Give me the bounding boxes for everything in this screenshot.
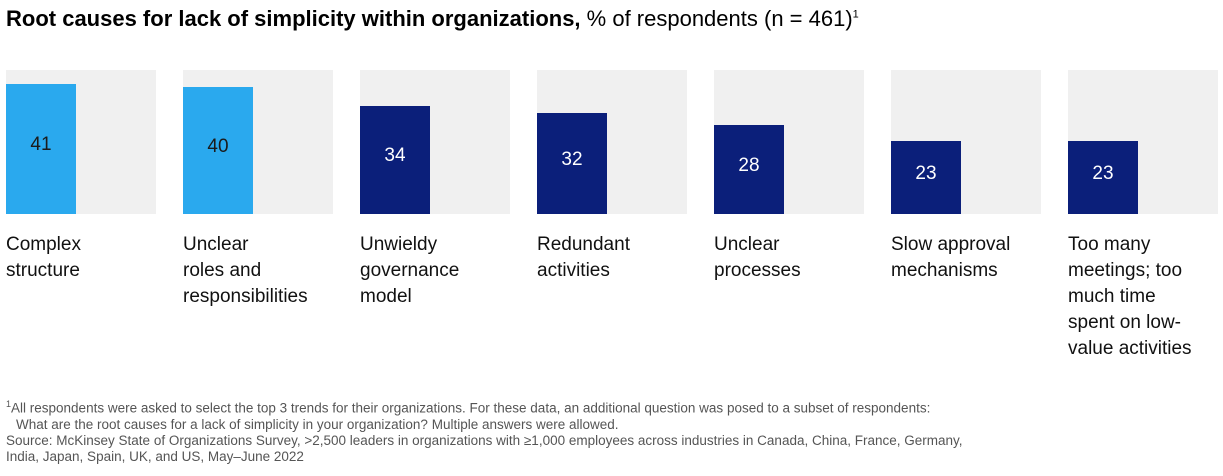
chart-title: Root causes for lack of simplicity withi… bbox=[6, 6, 859, 32]
chart-title-main: Root causes for lack of simplicity withi… bbox=[6, 6, 581, 31]
title-footnote-mark: 1 bbox=[852, 8, 859, 21]
bar: 41 bbox=[6, 84, 76, 214]
bar-value-label: 32 bbox=[561, 149, 583, 170]
source-line-1: Source: McKinsey State of Organizations … bbox=[6, 432, 963, 448]
bar: 40 bbox=[183, 87, 253, 214]
bar-value-label: 34 bbox=[384, 145, 406, 166]
category-label: Unclear roles and responsibilities bbox=[183, 234, 308, 307]
bar: 23 bbox=[891, 141, 961, 214]
category-label: Unwieldy governance model bbox=[360, 234, 460, 307]
chart-title-unit: % of respondents (n = 461) bbox=[580, 6, 853, 31]
bar-track: 41 bbox=[6, 70, 156, 214]
bar-value-label: 23 bbox=[915, 163, 937, 184]
bar-track: 40 bbox=[183, 70, 333, 214]
bar-track: 34 bbox=[360, 70, 510, 214]
bar: 23 bbox=[1068, 141, 1138, 214]
bar-track: 23 bbox=[1068, 70, 1218, 214]
bar-track: 28 bbox=[714, 70, 864, 214]
footnote-mark: 1 bbox=[6, 399, 12, 409]
bar-chart: 41 Complex structure 40 Unclear roles and resp… bbox=[0, 70, 1223, 370]
bar-value-label: 40 bbox=[207, 136, 229, 157]
bar: 32 bbox=[537, 113, 607, 214]
footnote-line-1: All respondents were asked to select the… bbox=[11, 400, 931, 416]
category-label: Redundant activities bbox=[537, 234, 630, 281]
footnote: 1All respondents were asked to select th… bbox=[6, 396, 1218, 465]
bar-value-label: 41 bbox=[30, 134, 52, 155]
bar-value-label: 28 bbox=[738, 155, 760, 176]
category-label: Unclear processes bbox=[714, 234, 801, 281]
bar: 34 bbox=[360, 106, 430, 214]
category-label: Complex structure bbox=[6, 234, 81, 281]
bar-value-label: 23 bbox=[1092, 163, 1114, 184]
bar-track: 32 bbox=[537, 70, 687, 214]
bar: 28 bbox=[714, 125, 784, 214]
source-line-2: India, Japan, Spain, UK, and US, May–Jun… bbox=[6, 448, 304, 464]
bar-track: 23 bbox=[891, 70, 1041, 214]
category-label: Slow approval mechanisms bbox=[891, 234, 1011, 281]
footnote-line-2: What are the root causes for a lack of s… bbox=[16, 416, 619, 432]
category-label: Too many meetings; too much time spent on l… bbox=[1068, 234, 1192, 359]
